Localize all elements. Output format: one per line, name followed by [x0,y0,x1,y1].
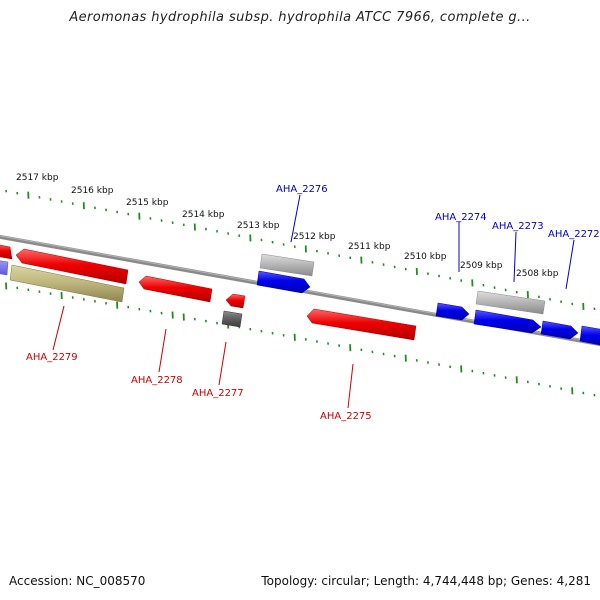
leader-line [158,328,167,373]
kbp-label: 2510 kbp [404,252,447,262]
kbp-label: 2513 kbp [237,221,280,231]
inner-ruler-ticks [5,282,596,397]
gene-feature-aha-2278[interactable] [138,275,213,303]
kbp-label: 2515 kbp [126,198,169,208]
accession-text: Accession: NC_008570 [9,574,146,588]
leader-line [52,305,65,351]
gene-label-aha-2277[interactable]: AHA_2277 [192,388,244,399]
gene-feature-aha-2279-olive[interactable] [9,264,125,303]
kbp-label: 2509 kbp [460,261,503,271]
gene-feature-aha-2276-gray[interactable] [259,253,315,277]
gene-label-aha-2278[interactable]: AHA_2278 [131,375,183,386]
leader-line [513,231,517,283]
gene-label-aha-2273[interactable]: AHA_2273 [492,221,544,232]
gene-feature-aha-2277[interactable] [225,293,246,309]
kbp-ruler-ticks [5,189,596,311]
genome-title: Aeromonas hydrophila subsp. hydrophila A… [69,10,531,25]
leader-line [218,341,227,386]
gene-label-aha-2275[interactable]: AHA_2275 [320,411,372,422]
gene-feature-aha-2277-dark[interactable] [221,310,243,328]
gene-feature-aha-2276[interactable] [256,270,311,294]
kbp-label: 2508 kbp [516,269,559,279]
gene-feature-left-edge[interactable] [0,244,13,276]
kbp-label: 2511 kbp [348,242,391,252]
leader-line [290,194,301,243]
gene-label-aha-2276[interactable]: AHA_2276 [276,184,328,195]
kbp-label: 2516 kbp [71,186,114,196]
gene-feature-aha-2273-gray[interactable] [475,290,546,315]
gene-label-aha-2274[interactable]: AHA_2274 [435,212,487,223]
leader-line [347,363,354,409]
gene-feature-aha-2274[interactable] [435,302,470,321]
leader-line [565,239,575,290]
gene-feature-aha-2272[interactable] [540,320,579,340]
gene-feature-aha-2275[interactable] [306,308,417,341]
kbp-label: 2514 kbp [182,210,225,220]
gene-feature-aha-2271[interactable] [579,325,600,346]
gene-feature-aha-2273[interactable] [473,309,542,334]
kbp-label: 2512 kbp [293,232,336,242]
kbp-label: 2517 kbp [16,173,59,183]
gene-label-aha-2279[interactable]: AHA_2279 [26,352,78,363]
genome-summary-text: Topology: circular; Length: 4,744,448 bp… [261,574,591,588]
gene-feature-aha-2279[interactable] [15,248,129,285]
gene-label-aha-2272[interactable]: AHA_2272 [548,229,600,240]
